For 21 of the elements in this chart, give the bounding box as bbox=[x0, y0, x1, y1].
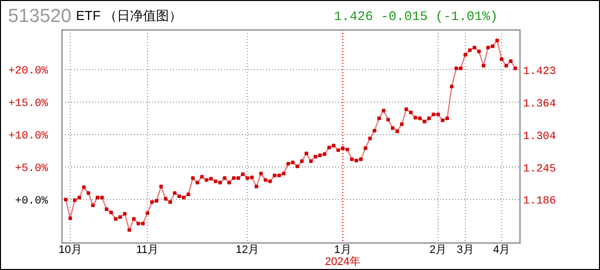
text: 1.426 -0.015 (-1.01%) bbox=[334, 9, 498, 24]
x-tick-label: 1月 bbox=[334, 244, 352, 256]
y-tick-label: +5.0% bbox=[14, 163, 48, 176]
y-tick-label: +15.0% bbox=[8, 98, 48, 110]
x-tick-label: 3月 bbox=[456, 244, 474, 256]
x-tick-label: 11月 bbox=[136, 244, 159, 256]
y-tick-label: +20.0% bbox=[8, 66, 48, 78]
y2-tick-label: 1.186 bbox=[523, 196, 556, 208]
y2-tick-label: 1.423 bbox=[523, 66, 556, 78]
chart-subtitle: 513520 bbox=[8, 6, 72, 27]
y2-tick-label: 1.304 bbox=[523, 131, 556, 144]
y-tick-label: +0.0% bbox=[14, 195, 48, 208]
x-tick-label: 2月 bbox=[430, 244, 447, 256]
text: 2024年 bbox=[324, 256, 360, 268]
x-tick-label: 10月 bbox=[58, 244, 82, 256]
x-tick-label: 12月 bbox=[236, 244, 259, 256]
y-tick-label: +10.0% bbox=[8, 130, 48, 143]
y2-tick-label: 1.245 bbox=[523, 163, 556, 176]
chart-title: ETF （日净值图） bbox=[76, 8, 182, 23]
x-tick-label: 4月 bbox=[493, 244, 510, 256]
y2-tick-label: 1.364 bbox=[523, 98, 556, 110]
